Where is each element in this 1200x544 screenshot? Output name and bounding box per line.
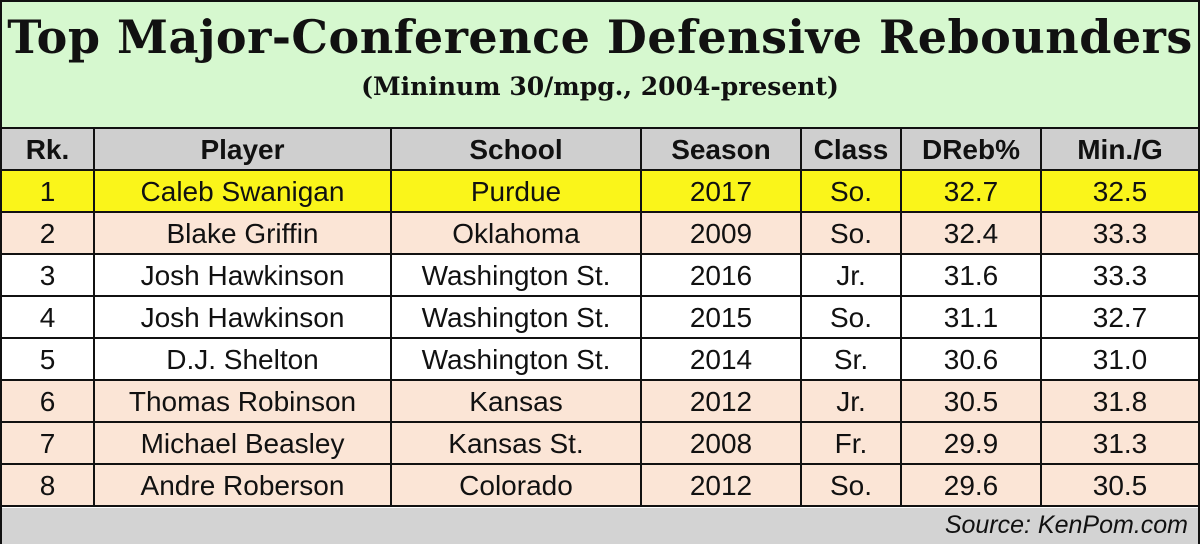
table-cell: 3 <box>2 255 95 295</box>
subtitle: (Mininum 30/mpg., 2004-present) <box>361 72 839 101</box>
table-cell: 1 <box>2 171 95 211</box>
table-cell: Blake Griffin <box>95 213 392 253</box>
table-row: 6 Thomas Robinson Kansas 2012 Jr. 30.5 31.8 <box>2 381 1198 423</box>
table-cell: 32.7 <box>1092 302 1148 333</box>
table-row: 8 Andre Roberson Colorado 2012 So. 29.6 30.5 <box>2 465 1198 507</box>
table-cell: 31.0 <box>1092 344 1148 375</box>
table-cell: Oklahoma <box>392 213 642 253</box>
column-header: School <box>392 129 642 169</box>
table-cell: 2017 <box>642 171 802 211</box>
table-cell: Sr. <box>802 339 902 379</box>
table-row: 5 D.J. Shelton Washington St. 2014 Sr. 30.6 31… <box>2 339 1198 381</box>
table-row: 2 Blake Griffin Oklahoma 2009 So. 32.4 33.3 <box>2 213 1198 255</box>
table-cell: Washington St. <box>392 255 642 295</box>
table-cell: Fr. <box>802 423 902 463</box>
table-cell: 33.3 <box>1092 260 1148 291</box>
table-cell: Josh Hawkinson <box>95 297 392 337</box>
table-cell: 2008 <box>642 423 802 463</box>
table-cell: 2016 <box>642 255 802 295</box>
table-cell: Josh Hawkinson <box>95 255 392 295</box>
column-header: Min./G <box>1077 134 1163 165</box>
table-cell: Jr. <box>802 255 902 295</box>
table-cell: Thomas Robinson <box>95 381 392 421</box>
table-cell: 32.7 <box>902 171 1042 211</box>
table-cell: 31.3 <box>1092 428 1148 459</box>
table-cell: Kansas <box>392 381 642 421</box>
table-cell: 32.5 <box>1092 176 1148 207</box>
table-cell: 5 <box>2 339 95 379</box>
table-cell: Michael Beasley <box>95 423 392 463</box>
table-cell: Colorado <box>392 465 642 505</box>
table-cell: 32.4 <box>902 213 1042 253</box>
table-cell: 29.9 <box>902 423 1042 463</box>
table-cell: Andre Roberson <box>95 465 392 505</box>
footer: Source: KenPom.com <box>2 508 1198 544</box>
table-cell: 8 <box>2 465 95 505</box>
table-cell: Jr. <box>802 381 902 421</box>
column-header: Season <box>642 129 802 169</box>
table-cell: 2014 <box>642 339 802 379</box>
table-cell: 2012 <box>642 465 802 505</box>
header: Top Major-Conference Defensive Rebounder… <box>2 2 1198 129</box>
table-cell: 2 <box>2 213 95 253</box>
table-row: 3 Josh Hawkinson Washington St. 2016 Jr. 31.6… <box>2 255 1198 297</box>
table-cell: 2015 <box>642 297 802 337</box>
table-cell: Washington St. <box>392 297 642 337</box>
table-cell: 7 <box>2 423 95 463</box>
table-cell: 29.6 <box>902 465 1042 505</box>
table-cell: 30.5 <box>1092 470 1148 501</box>
column-header: Player <box>95 129 392 169</box>
table-row: 1 Caleb Swanigan Purdue 2017 So. 32.7 32.5 <box>2 171 1198 213</box>
table-cell: So. <box>802 213 902 253</box>
table-row: 4 Josh Hawkinson Washington St. 2015 So. 31.1… <box>2 297 1198 339</box>
table-cell: 6 <box>2 381 95 421</box>
table-cell: D.J. Shelton <box>95 339 392 379</box>
table-cell: Caleb Swanigan <box>95 171 392 211</box>
table-cell: 31.1 <box>902 297 1042 337</box>
table-cell: So. <box>802 297 902 337</box>
column-header: Rk. <box>2 129 95 169</box>
table-cell: 2012 <box>642 381 802 421</box>
table-cell: 30.5 <box>902 381 1042 421</box>
source: Source: KenPom.com <box>944 511 1188 539</box>
table-cell: So. <box>802 171 902 211</box>
table-cell: 31.8 <box>1092 386 1148 417</box>
table-cell: Purdue <box>392 171 642 211</box>
table-cell: 2009 <box>642 213 802 253</box>
table-cell: Kansas St. <box>392 423 642 463</box>
column-header: DReb% <box>902 129 1042 169</box>
table-cell: 31.6 <box>902 255 1042 295</box>
table-cell: So. <box>802 465 902 505</box>
title: Top Major-Conference Defensive Rebounder… <box>7 10 1193 64</box>
header-row: Rk. Player School Season Class DReb% Min./G <box>2 129 1198 171</box>
table-cell: 30.6 <box>902 339 1042 379</box>
column-header: Class <box>802 129 902 169</box>
table-cell: 4 <box>2 297 95 337</box>
table-cell: Washington St. <box>392 339 642 379</box>
table-row: 7 Michael Beasley Kansas St. 2008 Fr. 29.9 31.… <box>2 423 1198 465</box>
table-cell: 33.3 <box>1092 218 1148 249</box>
